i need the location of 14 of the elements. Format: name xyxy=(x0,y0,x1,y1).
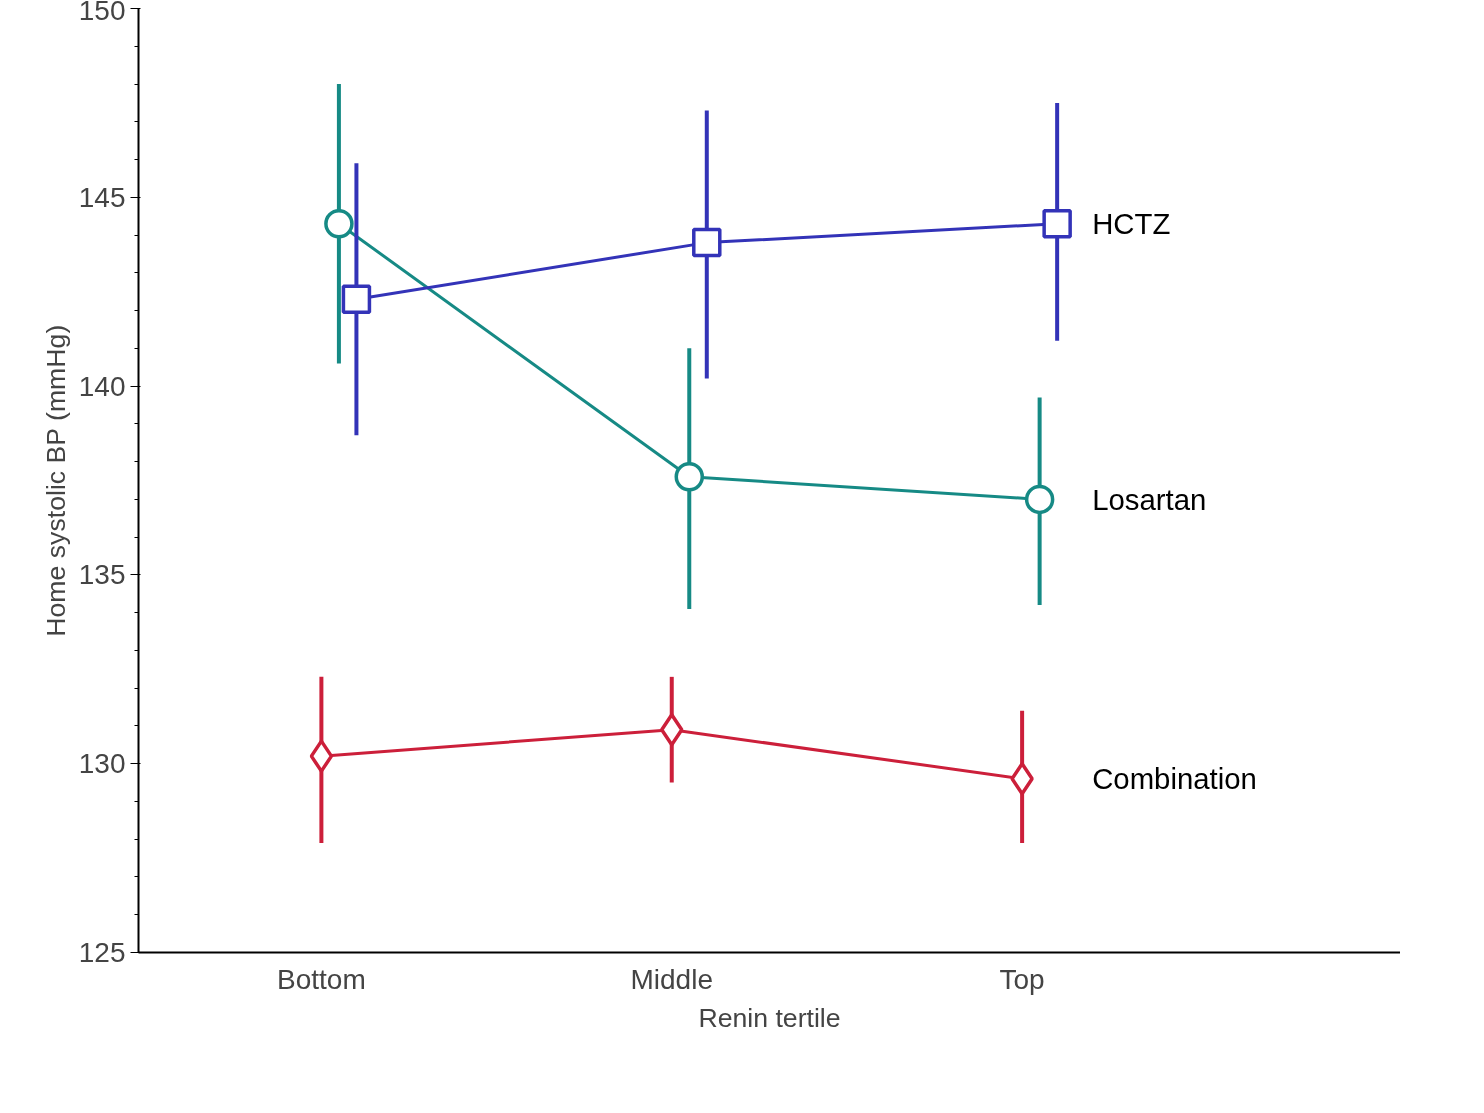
y-tick-label: 135 xyxy=(78,559,126,591)
x-tick-label: Top xyxy=(999,963,1045,995)
y-tick-label: 125 xyxy=(78,937,126,968)
x-tick-label: Middle xyxy=(630,963,713,995)
y-tick-label: 130 xyxy=(78,748,126,780)
y-tick-label: 140 xyxy=(78,370,126,402)
x-axis-title: Renin tertile xyxy=(698,1002,841,1033)
series-label: HCTZ xyxy=(1092,207,1171,241)
text: Combination xyxy=(1092,762,1257,796)
x-tick-label: Bottom xyxy=(277,963,366,995)
series-label: Losartan xyxy=(1092,482,1207,516)
y-tick-label: 145 xyxy=(78,181,126,213)
y-tick-label: 150 xyxy=(78,0,126,26)
y-axis-title: Home systolic BP (mmHg) xyxy=(40,324,71,637)
